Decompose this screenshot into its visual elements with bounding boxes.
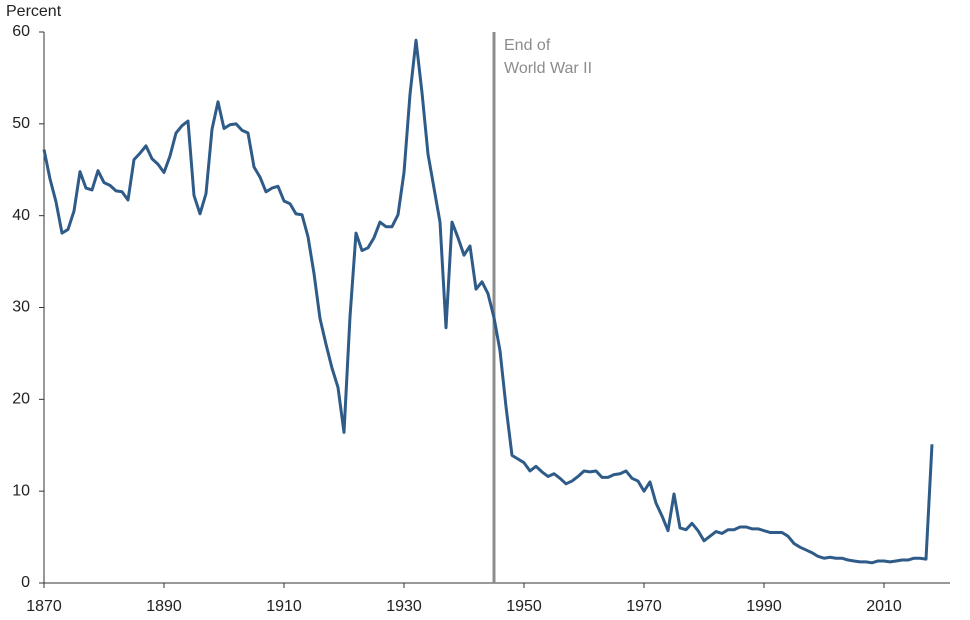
- x-tick-label: 1870: [26, 598, 62, 615]
- y-tick-label: 60: [12, 23, 30, 40]
- x-tick-label: 2010: [866, 598, 902, 615]
- y-tick-label: 50: [12, 115, 30, 132]
- x-tick-label: 1890: [146, 598, 182, 615]
- x-tick-label: 1930: [386, 598, 422, 615]
- y-axis-label: Percent: [6, 3, 62, 20]
- data-line: [42, 38, 934, 565]
- y-tick-label: 10: [12, 482, 30, 499]
- y-tick-label: 30: [12, 299, 30, 316]
- x-tick-label: 1950: [506, 598, 542, 615]
- annotation-text: End of: [504, 37, 551, 54]
- x-tick-label: 1910: [266, 598, 302, 615]
- y-tick-label: 0: [21, 574, 30, 591]
- x-tick-label: 1990: [746, 598, 782, 615]
- annotation-text: World War II: [504, 60, 592, 77]
- y-tick-label: 40: [12, 207, 30, 224]
- x-tick-label: 1970: [626, 598, 662, 615]
- y-tick-label: 20: [12, 391, 30, 408]
